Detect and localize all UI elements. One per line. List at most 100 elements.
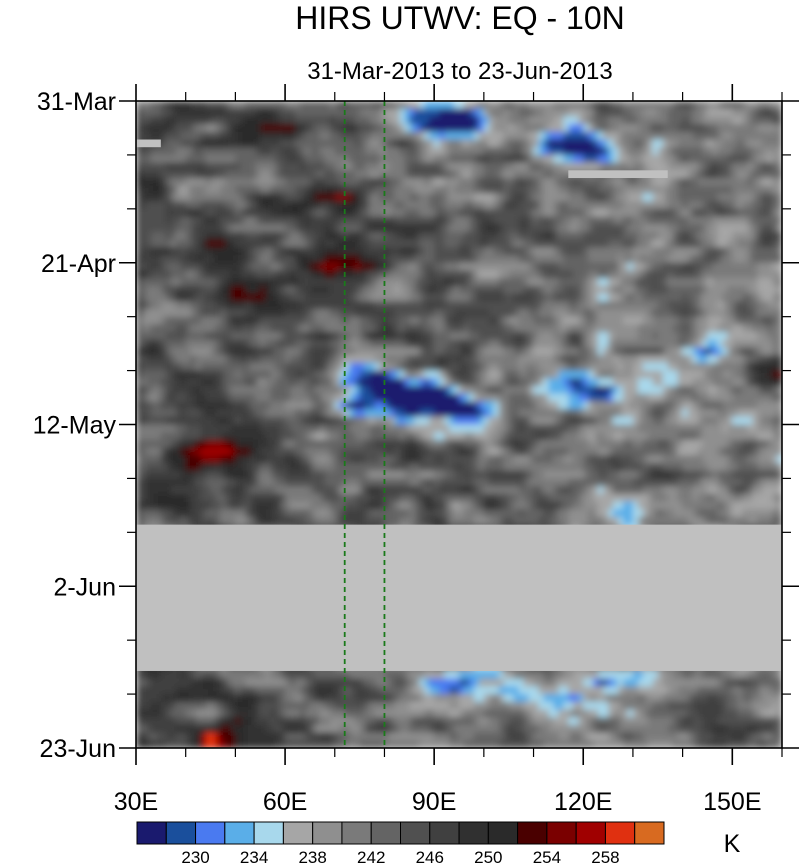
heatmap-cell xyxy=(155,301,162,310)
heatmap-cell xyxy=(627,332,634,341)
heatmap-cell xyxy=(772,239,778,248)
heatmap-cell xyxy=(737,178,743,187)
heatmap-cell xyxy=(419,208,425,218)
heatmap-cell xyxy=(424,347,430,356)
heatmap-cell xyxy=(389,285,395,295)
heatmap-cell xyxy=(563,332,569,341)
heatmap-cell xyxy=(245,255,251,264)
heatmap-cell xyxy=(667,247,674,256)
heatmap-cell xyxy=(508,278,515,287)
heatmap-cell xyxy=(270,178,276,187)
heatmap-cell xyxy=(538,231,545,241)
heatmap-cell xyxy=(210,185,217,195)
heatmap-cell xyxy=(712,178,718,187)
heatmap-cell xyxy=(598,124,604,133)
heatmap-cell xyxy=(737,278,743,287)
heatmap-cell xyxy=(404,308,410,318)
heatmap-cell xyxy=(682,216,689,225)
heatmap-cell xyxy=(419,154,425,164)
heatmap-cell xyxy=(737,362,743,372)
heatmap-cell xyxy=(240,154,246,164)
heatmap-cell xyxy=(632,124,639,133)
heatmap-cell xyxy=(309,278,316,287)
heatmap-cell xyxy=(449,178,455,187)
heatmap-cell xyxy=(558,385,564,395)
heatmap-cell xyxy=(245,131,251,141)
heatmap-cell xyxy=(265,262,271,272)
heatmap-cell xyxy=(657,147,664,156)
heatmap-cell xyxy=(508,216,515,225)
heatmap-cell xyxy=(339,201,346,210)
heatmap-cell xyxy=(508,170,515,179)
heatmap-cell xyxy=(548,270,555,279)
heatmap-cell xyxy=(717,154,723,164)
heatmap-cell xyxy=(230,247,236,256)
heatmap-cell xyxy=(449,101,455,110)
heatmap-cell xyxy=(772,185,778,195)
heatmap-cell xyxy=(444,370,450,379)
heatmap-cell xyxy=(588,278,594,287)
heatmap-cell xyxy=(454,131,460,141)
heatmap-cell xyxy=(493,216,500,225)
heatmap-cell xyxy=(170,301,177,310)
heatmap-cell xyxy=(170,332,177,341)
heatmap-cell xyxy=(140,347,147,356)
heatmap-cell xyxy=(508,162,515,171)
heatmap-cell xyxy=(399,362,405,372)
heatmap-cell xyxy=(518,370,525,379)
heatmap-cell xyxy=(548,147,555,156)
heatmap-cell xyxy=(727,332,733,341)
heatmap-cell xyxy=(533,162,540,171)
heatmap-cell xyxy=(632,147,639,156)
heatmap-cell xyxy=(573,301,579,310)
heatmap-cell xyxy=(414,193,420,202)
heatmap-cell xyxy=(538,216,545,225)
heatmap-cell xyxy=(578,201,584,210)
heatmap-cell xyxy=(503,193,510,202)
heatmap-cell xyxy=(136,378,142,387)
heatmap-cell xyxy=(463,208,470,218)
heatmap-cell xyxy=(419,231,425,241)
heatmap-cell xyxy=(394,301,400,310)
heatmap-cell xyxy=(652,347,659,356)
heatmap-cell xyxy=(195,162,202,171)
heatmap-cell xyxy=(647,347,654,356)
heatmap-cell xyxy=(414,355,420,364)
heatmap-cell xyxy=(195,385,202,395)
heatmap-cell xyxy=(553,131,559,141)
heatmap-cell xyxy=(339,208,346,218)
heatmap-cell xyxy=(493,170,500,179)
heatmap-cell xyxy=(777,316,782,325)
heatmap-cell xyxy=(409,239,415,248)
heatmap-cell xyxy=(260,355,266,364)
heatmap-cell xyxy=(473,293,480,302)
heatmap-cell xyxy=(588,285,594,295)
heatmap-cell xyxy=(468,362,475,372)
heatmap-cell xyxy=(463,247,470,256)
heatmap-cell xyxy=(513,231,520,241)
heatmap-cell xyxy=(697,385,704,395)
heatmap-cell xyxy=(240,231,246,241)
heatmap-cell xyxy=(369,116,376,125)
heatmap-cell xyxy=(319,154,326,164)
heatmap-cell xyxy=(364,201,371,210)
heatmap-cell xyxy=(523,285,530,295)
heatmap-cell xyxy=(429,385,435,395)
heatmap-cell xyxy=(439,293,445,302)
heatmap-cell xyxy=(672,224,679,233)
heatmap-cell xyxy=(613,101,619,110)
heatmap-cell xyxy=(642,162,649,171)
heatmap-cell xyxy=(394,285,400,295)
heatmap-cell xyxy=(374,308,381,318)
heatmap-cell xyxy=(737,370,743,379)
heatmap-cell xyxy=(558,208,564,218)
heatmap-cell xyxy=(518,131,525,141)
heatmap-cell xyxy=(314,201,321,210)
heatmap-cell xyxy=(548,301,555,310)
heatmap-cell xyxy=(762,201,768,210)
heatmap-cell xyxy=(608,178,614,187)
heatmap-cell xyxy=(449,355,455,364)
heatmap-cell xyxy=(454,162,460,171)
heatmap-cell xyxy=(757,347,763,356)
heatmap-cell xyxy=(235,316,241,325)
